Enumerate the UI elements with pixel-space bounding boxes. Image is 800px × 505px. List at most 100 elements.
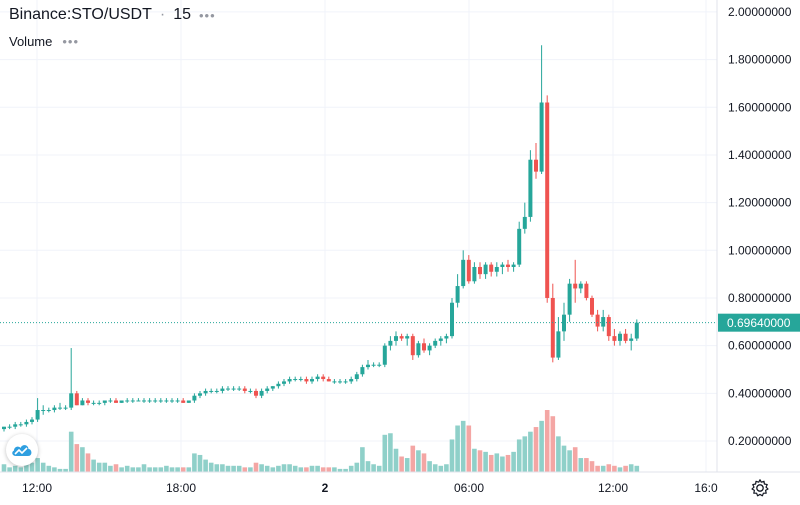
volume-bar	[472, 448, 477, 472]
volume-legend[interactable]: Volume •••	[9, 34, 79, 49]
candle-body	[573, 283, 578, 289]
time-axis[interactable]: 12:00 18:00 2 06:00 12:00 16:0	[22, 481, 718, 495]
candle-body	[181, 400, 186, 403]
volume-bar	[522, 436, 528, 472]
candle-body	[534, 159, 538, 172]
grid-lines	[0, 0, 717, 472]
candle-body	[254, 390, 258, 396]
candle-body	[366, 364, 370, 368]
candle-body	[522, 216, 527, 229]
volume-bar	[186, 467, 192, 472]
candle-body	[158, 400, 163, 402]
candle-body	[629, 338, 634, 341]
candle-body	[606, 317, 611, 337]
candle-body	[595, 314, 600, 327]
candle-body	[433, 340, 438, 346]
last-price-line: 0.69640000	[0, 313, 800, 332]
volume-bar	[248, 467, 253, 472]
volume-bar	[225, 465, 231, 472]
candle-body	[517, 228, 522, 265]
volume-bar	[589, 461, 595, 472]
candle-body	[298, 379, 303, 381]
volume-bar	[29, 462, 35, 472]
price-tick-label: 0.40000000	[728, 386, 792, 400]
candle-body	[58, 407, 62, 409]
candle-body	[326, 379, 331, 382]
price-tick-label: 1.40000000	[728, 148, 792, 162]
time-tick-label: 16:0	[694, 481, 718, 495]
candle-body	[399, 336, 404, 339]
volume-bar	[500, 456, 505, 472]
volume-bar	[421, 453, 427, 472]
volume-bar	[617, 467, 623, 472]
candle-body	[265, 388, 270, 391]
candle-body	[276, 383, 281, 387]
volume-bar	[382, 434, 388, 472]
volume-bar	[416, 450, 421, 472]
volume-bar	[124, 465, 130, 472]
volume-bar	[399, 456, 404, 472]
volume-bar	[270, 467, 276, 472]
volume-bar	[343, 468, 348, 472]
more-options-icon[interactable]: •••	[199, 7, 216, 23]
candle-body	[483, 264, 488, 275]
volume-bar	[404, 458, 410, 472]
symbol-legend[interactable]: Binance:STO/USDT · 15 •••	[9, 6, 216, 24]
volume-bar	[130, 467, 136, 472]
volume-bar	[80, 447, 85, 472]
volume-bar	[169, 467, 175, 472]
volume-bar	[612, 465, 617, 472]
volume-bar	[550, 416, 556, 472]
price-tick-label: 1.20000000	[728, 196, 792, 210]
volume-options-icon[interactable]: •••	[62, 34, 80, 49]
gear-icon[interactable]	[750, 478, 770, 498]
volume-bar	[242, 467, 248, 472]
candle-body	[41, 410, 46, 412]
volume-bar	[539, 420, 544, 472]
candle-body	[321, 376, 326, 380]
volume-bar	[208, 462, 214, 472]
candle-body	[444, 336, 449, 339]
candle-body	[578, 283, 583, 289]
candle-body	[478, 266, 482, 275]
tradingview-cloud-icon[interactable]	[6, 434, 38, 466]
candle-body	[422, 343, 426, 351]
volume-bar	[264, 465, 270, 472]
candle-body	[63, 407, 68, 409]
candle-body	[153, 400, 158, 402]
candle-body	[612, 336, 617, 341]
candle-body	[242, 388, 247, 391]
candle-body	[136, 400, 141, 402]
volume-bar	[332, 467, 337, 472]
candle-body	[147, 400, 152, 402]
candle-body	[539, 102, 544, 172]
candle-body	[270, 386, 275, 389]
candle-body	[142, 400, 146, 402]
candle-body	[601, 317, 606, 327]
volume-bar	[348, 465, 354, 472]
volume-bar	[494, 453, 500, 472]
candle-body	[35, 410, 40, 420]
candle-body	[164, 400, 169, 402]
candle-body	[220, 388, 225, 391]
time-tick-label: 2	[322, 481, 329, 495]
volume-bar	[68, 431, 74, 472]
candle-body	[186, 400, 191, 403]
price-axis[interactable]: 2.00000000 1.80000000 1.60000000 1.40000000…	[728, 5, 792, 448]
volume-bar	[96, 462, 102, 472]
volume-bar	[376, 465, 382, 472]
volume-bar	[147, 467, 152, 472]
candle-body	[125, 400, 130, 402]
candle-body	[198, 393, 202, 396]
candle-body	[203, 390, 208, 394]
candle-body	[618, 333, 622, 341]
candle-body	[388, 340, 393, 346]
volume-bar	[427, 461, 432, 472]
volume-bar	[561, 445, 567, 472]
symbol-name[interactable]: Binance:STO/USDT	[9, 6, 152, 23]
volume-bar	[52, 467, 57, 472]
volume-bar	[606, 464, 612, 472]
volume-bar	[354, 462, 360, 472]
candle-body	[52, 407, 57, 411]
